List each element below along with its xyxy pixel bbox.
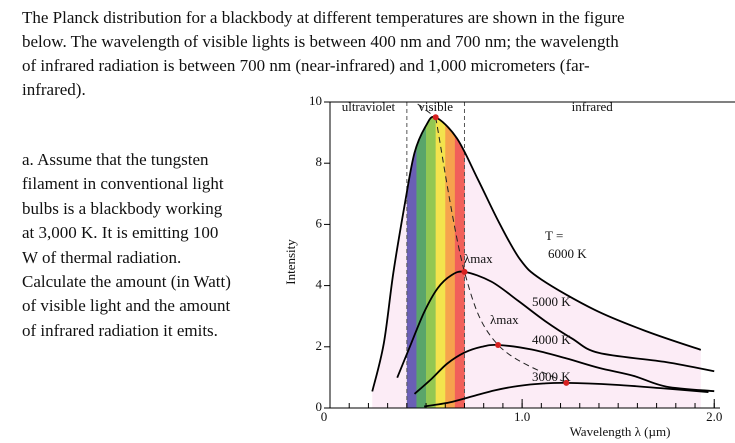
region-label: ultraviolet bbox=[342, 99, 396, 114]
peak-locus bbox=[435, 117, 567, 384]
peak-dot bbox=[461, 268, 468, 275]
x-axis-label: Wavelength λ (µm) bbox=[570, 424, 671, 439]
series-label: 6000 K bbox=[548, 246, 587, 261]
question-line: Calculate the amount (in Watt) bbox=[22, 272, 231, 291]
peak-label: λmax bbox=[464, 251, 493, 266]
x-tick-label: 1.0 bbox=[514, 409, 530, 424]
temperature-label: T = bbox=[545, 228, 563, 243]
band-stripe bbox=[426, 116, 436, 408]
region-label: visible bbox=[418, 99, 453, 114]
y-tick-label: 6 bbox=[316, 215, 323, 230]
y-tick-label: 10 bbox=[309, 93, 322, 108]
intro-line: The Planck distribution for a blackbody … bbox=[22, 8, 625, 27]
x-tick-label: 2.0 bbox=[706, 409, 722, 424]
curve bbox=[396, 270, 715, 379]
series-label: 4000 K bbox=[532, 332, 571, 347]
intro-line: infrared). bbox=[22, 80, 86, 99]
curve bbox=[413, 343, 715, 395]
x-tick-label: 0 bbox=[321, 409, 328, 424]
peak-dot bbox=[432, 114, 439, 121]
visible-band bbox=[406, 116, 465, 408]
y-axis-label: Intensity bbox=[283, 239, 298, 285]
question-line: of visible light and the amount bbox=[22, 296, 231, 316]
peak-dot bbox=[495, 341, 502, 348]
question-line: a. Assume that the tungsten bbox=[22, 150, 209, 169]
intro-line: of infrared radiation is between 700 nm … bbox=[22, 56, 590, 75]
y-tick-label: 4 bbox=[316, 277, 323, 292]
y-tick-label: 2 bbox=[316, 338, 323, 353]
question-line: filament in conventional light bbox=[22, 174, 224, 194]
question-line: W of thermal radiation. bbox=[22, 247, 182, 267]
question-line: bulbs is a blackbody working bbox=[22, 198, 223, 218]
series-label: 3000 K bbox=[532, 369, 571, 384]
band-stripe bbox=[406, 116, 417, 408]
curve bbox=[423, 381, 709, 408]
region-label: infrared bbox=[572, 99, 614, 114]
question-line: at 3,000 K. It is emitting 100 bbox=[22, 223, 219, 243]
y-tick-label: 8 bbox=[316, 154, 323, 169]
series-label: 5000 K bbox=[532, 294, 571, 309]
band-stripe bbox=[416, 116, 427, 408]
band-stripe bbox=[454, 116, 465, 408]
curve bbox=[371, 115, 702, 392]
peak-label: λmax bbox=[490, 312, 519, 327]
band-stripe bbox=[445, 116, 456, 408]
band-stripe bbox=[435, 116, 446, 408]
y-tick-label: 0 bbox=[316, 399, 323, 414]
question-line: of infrared radiation it emits. bbox=[22, 320, 218, 340]
peak-locus bbox=[417, 103, 436, 118]
peak-dot bbox=[563, 379, 570, 386]
intro-line: below. The wavelength of visible lights … bbox=[22, 32, 619, 51]
